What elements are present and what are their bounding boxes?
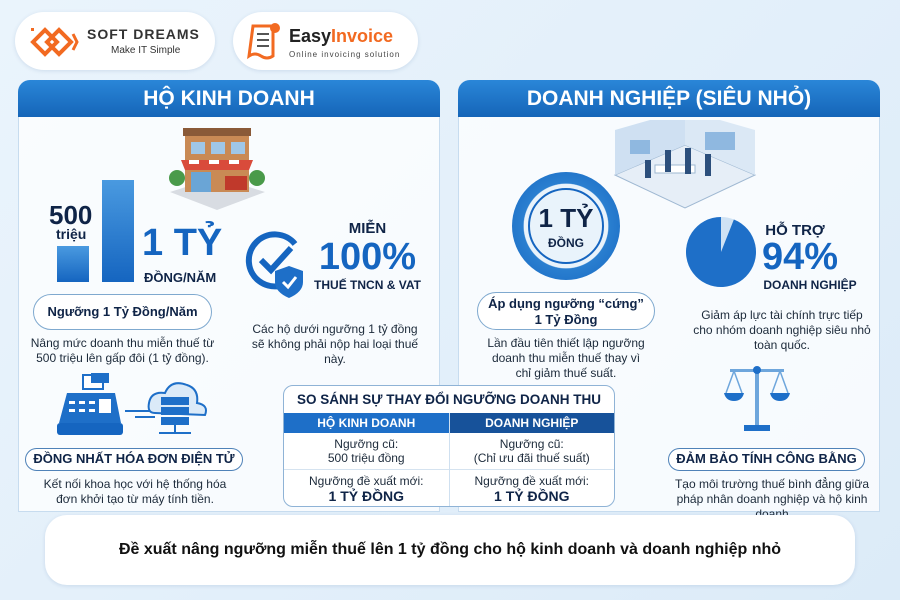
threshold-bubble: Ngưỡng 1 Tỷ Đồng/Năm	[33, 294, 212, 330]
cell-enterprise-new: Ngưỡng đề xuất mới: 1 TỶ ĐỒNG	[449, 470, 614, 507]
support-unit: DOANH NGHIỆP	[763, 278, 857, 292]
easyinvoice-logo: EasyInvoice Online invoicing solution	[233, 12, 418, 70]
cell-label: Ngưỡng cũ:	[334, 437, 399, 451]
exempt-taxes: THUẾ TNCN & VAT	[314, 278, 421, 292]
office-illustration-icon	[613, 120, 757, 209]
new-threshold-bar	[102, 180, 134, 282]
cell-value: 1 TỶ ĐỒNG	[328, 488, 404, 504]
e-invoice-tag: ĐỒNG NHẤT HÓA ĐƠN ĐIỆN TỬ	[25, 448, 243, 471]
cash-register-cloud-icon	[57, 373, 207, 435]
hard-threshold-line-2: 1 Tỷ Đồng	[534, 312, 598, 327]
cell-label: Ngưỡng đề xuất mới:	[309, 474, 424, 488]
badge-inner-ring	[528, 188, 604, 264]
new-threshold-value: 1 TỶ	[142, 222, 223, 264]
easyinvoice-name-invoice: Invoice	[331, 26, 394, 46]
easyinvoice-name-easy: Easy	[289, 26, 332, 46]
shop-illustration-icon	[169, 128, 265, 210]
column-enterprise: DOANH NGHIỆP	[449, 413, 614, 433]
hard-threshold-description: Lần đầu tiên thiết lập ngưỡng doanh thu …	[487, 336, 645, 380]
household-header: HỘ KINH DOANH	[18, 80, 440, 117]
old-threshold-value: 500	[49, 200, 93, 230]
e-invoice-description: Kết nối khoa học với hệ thống hóa đơn kh…	[43, 477, 227, 506]
cell-household-new: Ngưỡng đề xuất mới: 1 TỶ ĐỒNG	[284, 469, 450, 506]
pie-slice-supported	[686, 217, 756, 287]
threshold-description: Nâng mức doanh thu miễn thuế từ 500 triệ…	[30, 336, 215, 365]
softdreams-tagline: Make IT Simple	[111, 45, 181, 56]
enterprise-header: DOANH NGHIỆP (SIÊU NHỎ)	[458, 80, 880, 117]
softdreams-mark-icon	[30, 27, 79, 57]
cell-enterprise-old: Ngưỡng cũ: (Chỉ ưu đãi thuế suất)	[449, 433, 614, 470]
hard-threshold-bubble: Áp dụng ngưỡng “cứng” 1 Tỷ Đồng	[477, 292, 655, 330]
table-row-old: Ngưỡng cũ: 500 triệu đồng Ngưỡng cũ: (Chỉ …	[284, 433, 614, 470]
softdreams-name: SOFT DREAMS	[87, 26, 200, 42]
hard-threshold-line-1: Áp dụng ngưỡng “cứng”	[488, 296, 644, 311]
table-row-new: Ngưỡng đề xuất mới: 1 TỶ ĐỒNG Ngưỡng đề x…	[284, 469, 614, 507]
fairness-description: Tạo môi trường thuế bình đẳng giữa pháp …	[674, 477, 870, 521]
old-threshold-bar	[57, 246, 89, 282]
cell-label: Ngưỡng đề xuất mới:	[474, 474, 590, 488]
cell-value: 500 triệu đồng	[327, 451, 405, 465]
bottom-banner: Đề xuất nâng ngưỡng miễn thuế lên 1 tỷ đ…	[45, 515, 855, 585]
invoice-document-icon	[247, 23, 280, 60]
cell-label: Ngưỡng cũ:	[499, 437, 564, 451]
exempt-description: Các hộ dưới ngưỡng 1 tỷ đồng sẽ không ph…	[251, 322, 419, 366]
easyinvoice-name: EasyInvoice	[289, 26, 393, 47]
badge-value: 1 TỶ	[538, 203, 594, 233]
check-shield-icon	[245, 231, 303, 298]
column-household: HỘ KINH DOANH	[284, 413, 450, 433]
support-value: 94%	[761, 236, 839, 278]
comparison-title: SO SÁNH SỰ THAY ĐỔI NGƯỠNG DOANH THU	[297, 392, 601, 407]
softdreams-logo: SOFT DREAMS Make IT Simple	[15, 12, 215, 70]
cell-value: (Chỉ ưu đãi thuế suất)	[473, 451, 590, 465]
badge-unit: ĐỒNG	[548, 236, 584, 250]
exempt-label: MIỄN	[348, 220, 387, 237]
scales-of-justice-icon	[724, 366, 790, 431]
exempt-value: 100%	[318, 236, 417, 278]
easyinvoice-tagline: Online invoicing solution	[289, 50, 401, 59]
support-pie-chart	[686, 217, 756, 287]
support-label: HỖ TRỢ	[765, 222, 825, 239]
fairness-tag: ĐẢM BẢO TÍNH CÔNG BẰNG	[668, 448, 865, 471]
comparison-table: SO SÁNH SỰ THAY ĐỔI NGƯỠNG DOANH THU HỘ …	[283, 385, 615, 507]
new-threshold-unit: ĐỒNG/NĂM	[144, 270, 217, 285]
support-description: Giảm áp lực tài chính trực tiếp cho nhóm…	[693, 308, 871, 352]
cell-value: 1 TỶ ĐỒNG	[494, 488, 570, 504]
cell-household-old: Ngưỡng cũ: 500 triệu đồng	[284, 433, 450, 470]
old-threshold-unit: triệu	[56, 226, 87, 242]
